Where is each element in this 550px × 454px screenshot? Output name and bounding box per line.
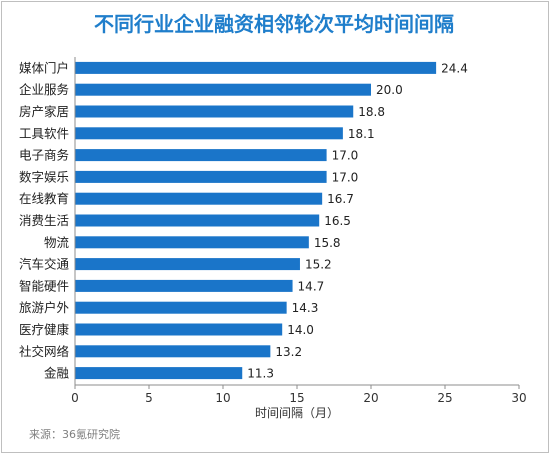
category-label: 物流 <box>44 235 70 250</box>
source-note: 来源：36氪研究院 <box>29 428 120 441</box>
category-label: 媒体门户 <box>19 60 69 75</box>
x-tick-label: 0 <box>71 391 79 405</box>
category-label: 智能硬件 <box>19 278 69 293</box>
value-label: 24.4 <box>441 61 468 75</box>
x-axis-label: 时间间隔（月） <box>255 406 339 420</box>
x-tick-label: 5 <box>145 391 153 405</box>
category-label: 消费生活 <box>19 213 69 228</box>
category-label: 社交网络 <box>19 344 70 359</box>
category-label: 电子商务 <box>19 148 69 163</box>
chart-title: 不同行业企业融资相邻轮次平均时间间隔 <box>94 12 454 36</box>
x-tick-label: 10 <box>215 391 230 405</box>
x-tick-label: 15 <box>289 391 304 405</box>
bar-6[interactable] <box>75 170 327 183</box>
category-label: 医疗健康 <box>19 322 70 337</box>
value-label: 20.0 <box>376 83 403 97</box>
category-label: 汽车交通 <box>19 257 70 272</box>
category-label: 数字娱乐 <box>19 169 69 184</box>
bar-10[interactable] <box>75 258 300 271</box>
value-label: 18.8 <box>358 105 385 119</box>
value-label: 16.7 <box>327 192 354 206</box>
value-label: 11.3 <box>247 367 274 381</box>
x-tick-label: 25 <box>437 391 452 405</box>
x-tick-label: 30 <box>511 391 526 405</box>
bar-2[interactable] <box>75 83 371 96</box>
value-label: 18.1 <box>348 127 375 141</box>
value-label: 17.0 <box>332 170 359 184</box>
bar-4[interactable] <box>75 127 343 140</box>
value-label: 13.2 <box>275 345 302 359</box>
value-label: 16.5 <box>324 214 351 228</box>
category-label: 房产家居 <box>19 104 69 119</box>
category-label: 工具软件 <box>19 126 69 141</box>
value-label: 14.3 <box>292 301 319 315</box>
bar-1[interactable] <box>75 61 437 74</box>
category-label: 旅游户外 <box>19 300 70 315</box>
value-label: 15.8 <box>314 236 341 250</box>
bar-11[interactable] <box>75 279 293 292</box>
value-label: 14.7 <box>298 279 325 293</box>
bar-5[interactable] <box>75 149 327 162</box>
category-label: 在线教育 <box>19 191 69 206</box>
bar-8[interactable] <box>75 214 320 227</box>
bar-9[interactable] <box>75 236 309 249</box>
category-label: 金融 <box>44 366 70 381</box>
bar-12[interactable] <box>75 301 287 314</box>
x-tick-label: 20 <box>363 391 378 405</box>
bar-7[interactable] <box>75 192 323 205</box>
bar-3[interactable] <box>75 105 354 118</box>
bar-13[interactable] <box>75 323 283 336</box>
category-label: 企业服务 <box>19 82 69 97</box>
bar-14[interactable] <box>75 345 271 358</box>
bar-15[interactable] <box>75 367 243 380</box>
value-label: 15.2 <box>305 258 332 272</box>
value-label: 14.0 <box>287 323 314 337</box>
value-label: 17.0 <box>332 149 359 163</box>
